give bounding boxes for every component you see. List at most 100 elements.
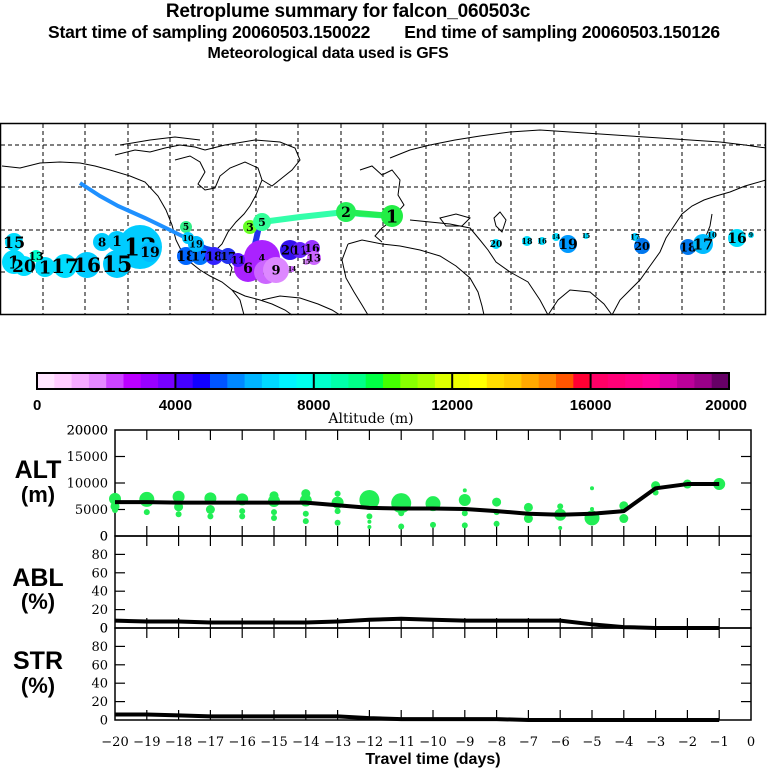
- altitude-scatter-point: [271, 509, 277, 516]
- plume-cluster-day-label: 19: [140, 245, 159, 261]
- plume-cluster-day-label: 20: [490, 240, 503, 250]
- colorbar-cell: [331, 373, 349, 389]
- plume-cluster-day-label: 17: [191, 250, 209, 265]
- series-line-abl: [114, 616, 720, 630]
- plume-cluster-marker: [231, 253, 245, 267]
- plume-cluster-day-label: 4: [259, 254, 266, 265]
- y-tick-label: 80: [91, 640, 108, 655]
- colorbar-cell: [383, 373, 401, 389]
- plume-clusters: 1235546892011161314151817181711191013198…: [2, 202, 754, 284]
- colorbar-cell: [175, 373, 194, 389]
- plume-cluster-day-label: 2: [341, 205, 351, 221]
- y-tick-label: 0: [100, 530, 108, 545]
- altitude-scatter-point: [398, 523, 405, 530]
- plume-cluster-day-label: 6: [243, 261, 253, 277]
- altitude-scatter-point: [492, 497, 502, 507]
- colorbar-cell: [625, 373, 643, 389]
- series-line-alt: [115, 482, 720, 517]
- colorbar-cell: [573, 373, 592, 389]
- altitude-scatter-point: [172, 490, 185, 503]
- x-tick-label: −2: [678, 735, 697, 750]
- plume-cluster-marker: [680, 239, 696, 255]
- plume-cluster-day-label: 17: [693, 235, 714, 253]
- plume-cluster-day-label: 5: [183, 223, 189, 233]
- plume-cluster-marker: [53, 254, 77, 278]
- coastline: [611, 179, 767, 316]
- plume-cluster-marker: [381, 205, 403, 227]
- colorbar-cell: [296, 373, 315, 389]
- altitude-scatter-point: [143, 509, 150, 516]
- colorbar-cell: [521, 373, 540, 389]
- plume-cluster-day-label: 20: [12, 257, 36, 277]
- colorbar-tick-label: 20000: [705, 397, 747, 414]
- altitude-scatter-point: [523, 514, 533, 524]
- plume-cluster-day-label: 18: [176, 249, 195, 265]
- x-tick-label: −18: [165, 735, 192, 750]
- plume-cluster-day-label: 14: [552, 234, 560, 241]
- y-tick-label: 20: [91, 603, 108, 618]
- altitude-scatter-point: [175, 511, 182, 518]
- altitude-scatter-point: [619, 514, 629, 524]
- colorbar-tick-label: 4000: [159, 397, 192, 414]
- altitude-scatter-point: [367, 519, 372, 524]
- altitude-scatter-point: [558, 526, 563, 531]
- altitude-scatter-point: [334, 490, 341, 497]
- plume-cluster-day-label: 11: [231, 256, 245, 267]
- colorbar-cell: [106, 373, 124, 389]
- plume-cluster-day-label: 15: [102, 252, 133, 278]
- altitude-scatter-point: [302, 518, 309, 525]
- str-panel-unit: (%): [21, 673, 55, 698]
- plume-cluster-day-label: 10: [182, 233, 194, 243]
- alt-panel-unit: (m): [21, 482, 55, 507]
- altitude-scatter-point: [462, 488, 467, 493]
- colorbar-cell: [227, 373, 246, 389]
- str-panel-label: STR: [13, 647, 63, 675]
- plume-cluster-marker: [5, 233, 23, 251]
- colorbar-cell: [677, 373, 695, 389]
- y-tick-label: 0: [100, 622, 108, 637]
- coastline: [389, 129, 767, 159]
- plume-cluster-marker: [559, 235, 577, 253]
- colorbar-tick-label: 12000: [431, 397, 473, 414]
- coastline: [114, 144, 206, 156]
- altitude-scatter-point: [205, 505, 215, 514]
- altitude-scatter-point: [207, 513, 214, 520]
- altitude-scatter-point: [271, 514, 277, 521]
- colorbar-cell: [158, 373, 176, 389]
- plume-cluster-marker: [552, 233, 560, 241]
- colorbar-cell: [642, 373, 661, 389]
- colorbar-cell: [486, 373, 505, 389]
- altitude-scatter-point: [239, 508, 246, 515]
- x-tick-label: −10: [419, 735, 446, 750]
- plume-cluster-marker: [140, 242, 160, 262]
- plume-cluster-marker: [693, 234, 713, 254]
- x-tick-label: −19: [133, 735, 160, 750]
- x-tick-label: 0: [747, 735, 755, 750]
- x-tick-label: −13: [324, 735, 351, 750]
- plume-cluster-marker: [583, 233, 589, 239]
- coastline: [409, 219, 549, 316]
- colorbar-cell: [140, 373, 159, 389]
- y-tick-label: 20000: [67, 424, 108, 439]
- altitude-scatter-point: [523, 502, 533, 512]
- plume-cluster-marker: [93, 233, 111, 251]
- altitude-scatter-point: [493, 520, 500, 527]
- colorbar-cell: [192, 373, 211, 389]
- plume-cluster-day-label: 15: [582, 233, 590, 240]
- met-data-label: Meteorological data used is GFS: [207, 45, 449, 62]
- altitude-scatter-point: [398, 510, 405, 517]
- plume-cluster-day-label: 1: [112, 234, 122, 250]
- coastline: [204, 139, 301, 187]
- plume-cluster-day-label: 9: [271, 264, 280, 279]
- coastline: [261, 295, 341, 316]
- altitude-scatter-point: [367, 524, 372, 529]
- colorbar-cell: [54, 373, 73, 389]
- y-tick-label: 60: [91, 566, 108, 581]
- plume-cluster-day-label: 9: [749, 232, 753, 239]
- plume-cluster-marker: [14, 256, 34, 276]
- plume-cluster-marker: [748, 232, 754, 238]
- colorbar-cell: [469, 373, 488, 389]
- x-tick-label: −6: [551, 735, 570, 750]
